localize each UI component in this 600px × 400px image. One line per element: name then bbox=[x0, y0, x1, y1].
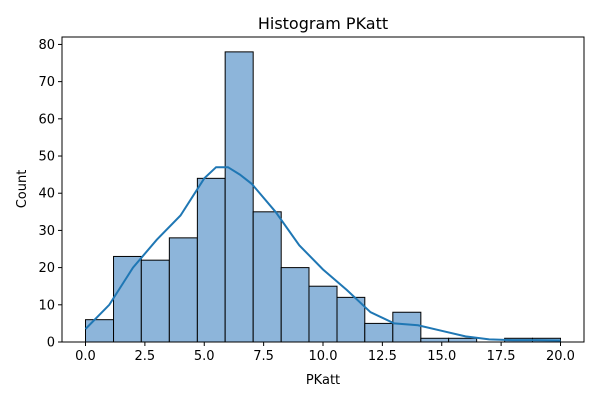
histogram-bar bbox=[252, 211, 282, 343]
x-tick-label: 5.0 bbox=[194, 349, 215, 364]
y-tick-label: 10 bbox=[38, 298, 55, 313]
histogram-bar bbox=[448, 337, 478, 343]
y-tick-label: 0 bbox=[47, 336, 55, 351]
histogram-bar bbox=[140, 259, 170, 343]
histogram-bar bbox=[280, 267, 310, 343]
y-tick-label: 70 bbox=[38, 75, 55, 90]
y-tick-label: 80 bbox=[38, 38, 55, 53]
y-tick-label: 30 bbox=[38, 224, 55, 239]
bars-group bbox=[85, 51, 561, 343]
y-tick-label: 50 bbox=[38, 150, 55, 165]
y-axis: 0 10 20 30 40 50 60 70 80 bbox=[38, 38, 62, 351]
x-tick-label: 17.5 bbox=[487, 349, 516, 364]
histogram-bar bbox=[420, 337, 450, 343]
histogram-bar bbox=[392, 311, 422, 343]
x-tick-label: 0.0 bbox=[75, 349, 96, 364]
chart-title: Histogram PKatt bbox=[258, 14, 388, 33]
histogram-bar bbox=[196, 177, 226, 343]
histogram-bar bbox=[168, 237, 198, 343]
x-tick-label: 15.0 bbox=[427, 349, 456, 364]
x-tick-label: 7.5 bbox=[253, 349, 274, 364]
x-tick-label: 12.5 bbox=[368, 349, 397, 364]
x-axis: 0.0 2.5 5.0 7.5 10.0 12.5 15.0 17.5 20.0 bbox=[75, 342, 575, 364]
x-tick-label: 2.5 bbox=[135, 349, 156, 364]
y-tick-label: 60 bbox=[38, 112, 55, 127]
y-tick-label: 20 bbox=[38, 261, 55, 276]
y-tick-label: 40 bbox=[38, 187, 55, 202]
histogram-bar bbox=[364, 322, 394, 343]
histogram-bar bbox=[336, 296, 366, 343]
histogram-bar bbox=[113, 255, 142, 343]
y-axis-label: Count bbox=[15, 170, 30, 209]
kde-curve bbox=[84, 166, 561, 342]
histogram-bar bbox=[85, 319, 115, 343]
histogram-bar bbox=[224, 51, 254, 343]
x-axis-label: PKatt bbox=[306, 373, 340, 388]
histogram-bar bbox=[308, 285, 338, 343]
x-tick-label: 20.0 bbox=[546, 349, 575, 364]
x-tick-label: 10.0 bbox=[309, 349, 338, 364]
